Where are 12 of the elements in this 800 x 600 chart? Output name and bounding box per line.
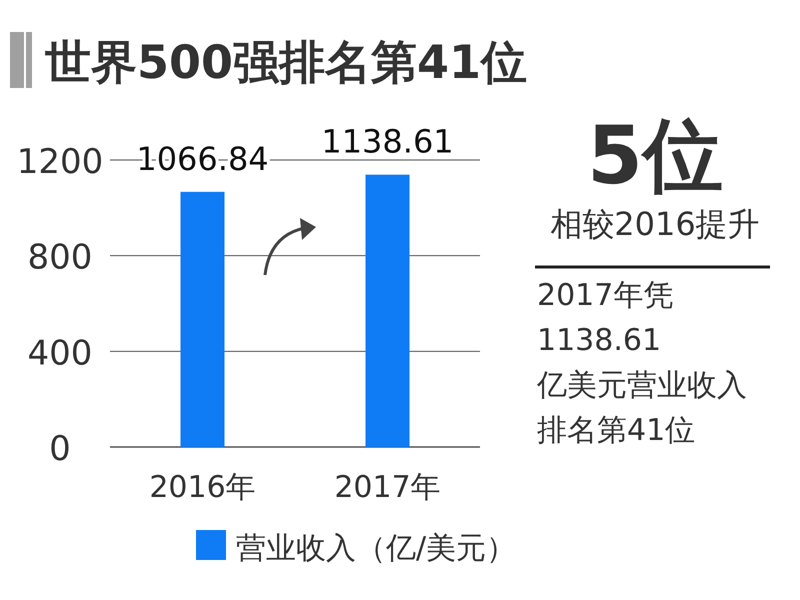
chart-title: 世界500强排名第41位	[45, 35, 528, 89]
x-tick-label: 2017年	[334, 470, 441, 505]
y-tick-label: 800	[28, 238, 92, 278]
text: 相较2016提升	[550, 205, 760, 243]
text: 2017年凭1138.61亿美元营业收入排名第41位	[536, 278, 747, 448]
data-label: 1138.61	[321, 122, 454, 161]
y-tick-label: 0	[49, 429, 71, 469]
x-tick-label: 2016年	[149, 470, 256, 505]
legend-label: 营业收入（亿/美元）	[236, 531, 516, 566]
y-tick-label: 1200	[16, 142, 104, 182]
text: 5位	[587, 109, 723, 202]
y-tick-label: 400	[28, 333, 92, 374]
